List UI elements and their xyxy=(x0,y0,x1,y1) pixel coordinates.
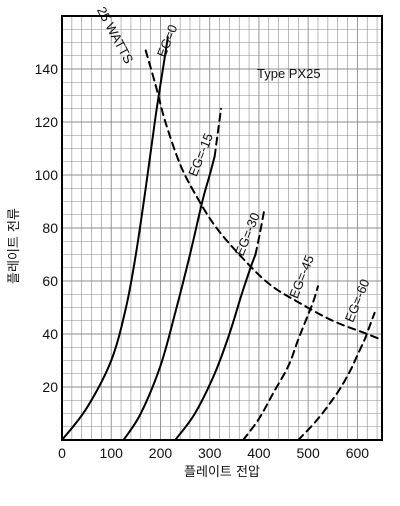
plot-frame xyxy=(61,15,383,441)
x-tick-label: 600 xyxy=(346,445,370,461)
y-tick-label: 40 xyxy=(42,326,58,342)
x-tick-label: 500 xyxy=(296,445,320,461)
curves xyxy=(62,36,382,440)
y-tick-label: 20 xyxy=(42,379,58,395)
x-tick-label: 0 xyxy=(58,445,66,461)
y-tick-label: 100 xyxy=(35,167,59,183)
series-line-eg-30 xyxy=(254,211,265,256)
series-line-25-watts xyxy=(144,49,382,342)
x-tick-label: 200 xyxy=(149,445,173,461)
y-tick-label: 140 xyxy=(35,61,59,77)
series-line-eg-15 xyxy=(122,155,216,440)
x-tick-label: 100 xyxy=(100,445,124,461)
type-annotation: Type PX25 xyxy=(257,66,321,81)
series-line-eg-15 xyxy=(213,107,223,158)
x-tick-label: 300 xyxy=(198,445,222,461)
x-axis-title: 플레이트 전압 xyxy=(184,465,260,480)
series-line-eg-45 xyxy=(242,285,319,440)
x-axis-ticks: 0 100 200 300 400 500 600 xyxy=(58,445,369,461)
y-axis-ticks: 20 40 60 80 100 120 140 xyxy=(35,61,59,395)
x-tick-label: 400 xyxy=(247,445,271,461)
series-line-eg-0 xyxy=(62,36,169,440)
y-tick-label: 80 xyxy=(42,220,58,236)
y-axis-title: 플레이트 전류 xyxy=(7,208,22,284)
y-tick-label: 120 xyxy=(35,114,59,130)
grid xyxy=(61,15,382,441)
y-tick-label: 60 xyxy=(42,273,58,289)
series-line-eg-60 xyxy=(297,311,376,440)
